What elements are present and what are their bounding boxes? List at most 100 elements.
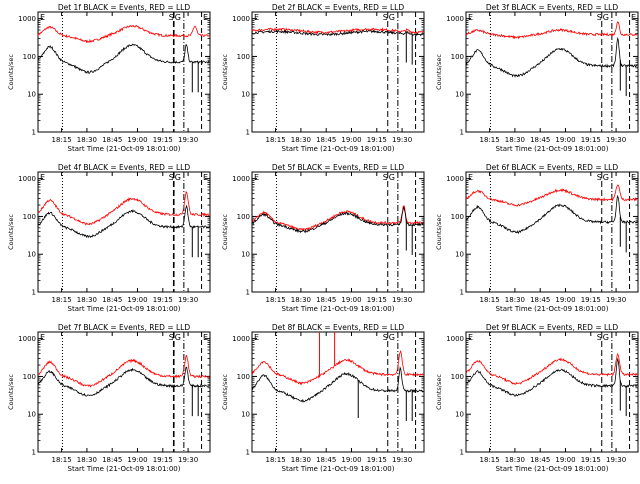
x-tick-label: 19:15 <box>153 136 173 144</box>
x-tick-label: 19:15 <box>581 136 601 144</box>
y-tick-label: 1000 <box>232 175 250 183</box>
event-marker-letter: E <box>631 173 636 182</box>
detector-panel-2: Det 2f BLACK = Events, RED = LLD 1 10 100 10… <box>221 3 425 153</box>
y-tick-label: 100 <box>237 373 250 381</box>
y-axis-label: Counts/sec <box>7 214 15 250</box>
x-tick-label: 19:00 <box>127 136 147 144</box>
event-marker-letter: E <box>254 13 259 22</box>
x-tick-label: 19:15 <box>367 296 387 304</box>
y-tick-label: 1 <box>460 289 464 297</box>
x-tick-label: 19:30 <box>392 296 412 304</box>
x-tick-label: 19:30 <box>178 296 198 304</box>
x-axis-label: Start Time (21-Oct-09 18:01:00) <box>282 305 395 313</box>
x-tick-label: 18:15 <box>266 296 286 304</box>
y-tick-label: 100 <box>237 213 250 221</box>
y-tick-label: 1000 <box>18 335 36 343</box>
y-tick-label: 100 <box>23 373 36 381</box>
x-tick-label: 18:45 <box>102 136 122 144</box>
event-marker-letter: E <box>40 173 45 182</box>
event-marker-letter: E <box>40 333 45 342</box>
x-tick-label: 18:45 <box>102 456 122 464</box>
event-marker-letter: G <box>389 333 395 342</box>
event-marker-letter: G <box>175 333 181 342</box>
event-marker-letter: S <box>383 13 388 22</box>
y-tick-label: 100 <box>237 53 250 61</box>
detector-panel-6: Det 6f BLACK = Events, RED = LLD 1 10 100 10… <box>435 163 639 313</box>
plot-frame <box>251 171 425 293</box>
x-tick-label: 19:00 <box>555 456 575 464</box>
plot-frame <box>465 331 639 453</box>
event-marker-letter: S <box>169 13 174 22</box>
events-series-line <box>465 357 638 397</box>
x-tick-label: 19:15 <box>153 456 173 464</box>
x-tick-label: 19:00 <box>127 456 147 464</box>
x-tick-label: 19:15 <box>367 456 387 464</box>
x-tick-label: 18:15 <box>266 456 286 464</box>
x-tick-label: 19:30 <box>606 136 626 144</box>
x-tick-label: 18:30 <box>77 296 97 304</box>
lld-series-line <box>251 350 424 386</box>
y-tick-label: 1 <box>460 129 464 137</box>
y-tick-label: 10 <box>241 411 250 419</box>
y-tick-label: 10 <box>27 251 36 259</box>
plot-frame <box>465 11 639 133</box>
x-axis-label: Start Time (21-Oct-09 18:01:00) <box>282 465 395 473</box>
y-tick-label: 10 <box>241 91 250 99</box>
x-tick-label: 18:30 <box>505 296 525 304</box>
y-axis-label: Counts/sec <box>435 214 443 250</box>
x-axis-label: Start Time (21-Oct-09 18:01:00) <box>68 305 181 313</box>
x-tick-label: 19:15 <box>367 136 387 144</box>
panel-title: Det 5f BLACK = Events, RED = LLD <box>272 163 405 172</box>
x-tick-label: 18:30 <box>291 296 311 304</box>
events-series-line <box>465 194 638 235</box>
event-marker-letter: G <box>603 13 609 22</box>
events-series-line <box>37 43 210 74</box>
x-axis-label: Start Time (21-Oct-09 18:01:00) <box>496 465 609 473</box>
x-tick-label: 18:15 <box>52 136 72 144</box>
events-series-line <box>251 206 424 234</box>
lld-series-line <box>465 21 638 40</box>
plot-frame <box>465 171 639 293</box>
panel-title: Det 7f BLACK = Events, RED = LLD <box>58 323 191 332</box>
event-marker-letter: E <box>40 13 45 22</box>
events-series-line <box>37 366 210 397</box>
x-tick-label: 19:15 <box>581 456 601 464</box>
x-tick-label: 18:45 <box>102 296 122 304</box>
x-tick-label: 18:30 <box>291 456 311 464</box>
detector-panel-9: Det 9f BLACK = Events, RED = LLD 1 10 100 10… <box>435 323 639 473</box>
x-tick-label: 18:15 <box>480 136 500 144</box>
plot-frame <box>251 331 425 453</box>
x-tick-label: 19:30 <box>392 136 412 144</box>
event-marker-letter: S <box>597 13 602 22</box>
y-tick-label: 1 <box>32 129 36 137</box>
x-tick-label: 18:15 <box>52 296 72 304</box>
plot-frame <box>37 171 211 293</box>
event-marker-letter: S <box>597 173 602 182</box>
y-tick-label: 10 <box>455 251 464 259</box>
panel-title: Det 9f BLACK = Events, RED = LLD <box>486 323 619 332</box>
y-tick-label: 1 <box>246 289 250 297</box>
y-tick-label: 1000 <box>232 335 250 343</box>
plot-frame <box>37 331 211 453</box>
x-tick-label: 18:15 <box>266 136 286 144</box>
y-tick-label: 1000 <box>18 175 36 183</box>
event-marker-letter: S <box>383 173 388 182</box>
lld-series-line <box>251 205 424 232</box>
y-axis-label: Counts/sec <box>7 374 15 410</box>
detector-panel-8: Det 8f BLACK = Events, RED = LLD 1 10 100 10… <box>221 323 425 473</box>
x-tick-label: 18:15 <box>480 456 500 464</box>
lld-series-line <box>465 184 638 207</box>
event-marker-letter: E <box>254 173 259 182</box>
panel-title: Det 6f BLACK = Events, RED = LLD <box>486 163 619 172</box>
x-tick-label: 18:45 <box>530 296 550 304</box>
detector-panel-1: Det 1f BLACK = Events, RED = LLD 1 10 100 10… <box>7 3 211 153</box>
x-axis-label: Start Time (21-Oct-09 18:01:00) <box>68 145 181 153</box>
event-marker-letter: E <box>203 173 208 182</box>
x-tick-label: 19:00 <box>127 296 147 304</box>
lld-series-line <box>37 354 210 388</box>
y-tick-label: 10 <box>27 91 36 99</box>
x-axis-label: Start Time (21-Oct-09 18:01:00) <box>68 465 181 473</box>
x-tick-label: 19:30 <box>178 456 198 464</box>
y-tick-label: 100 <box>451 373 464 381</box>
